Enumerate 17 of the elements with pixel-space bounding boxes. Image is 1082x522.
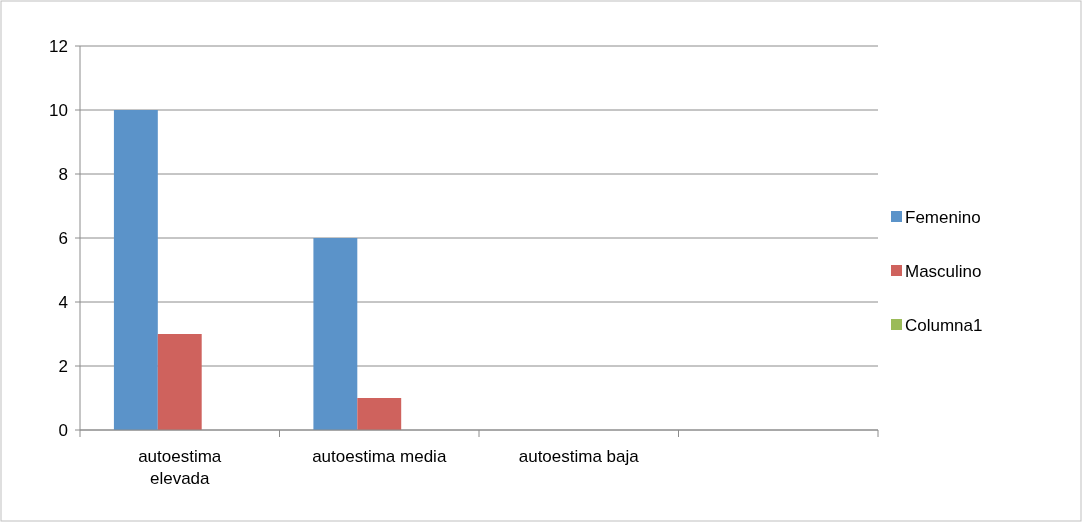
- y-tick-label: 8: [58, 164, 68, 184]
- y-tick-label: 4: [58, 292, 68, 312]
- bar: [357, 398, 402, 430]
- bar: [157, 334, 202, 430]
- y-tick-label: 6: [58, 228, 68, 248]
- x-tick-label: autoestima elevada: [138, 447, 222, 488]
- bar: [313, 238, 358, 430]
- y-tick-label: 10: [49, 100, 68, 120]
- legend-label: Femenino: [905, 207, 981, 227]
- bar: [113, 110, 158, 430]
- x-tick-label: autoestima baja: [518, 447, 640, 466]
- legend-label: Masculino: [905, 261, 982, 281]
- y-tick-label: 2: [58, 356, 68, 376]
- x-tick-label: autoestima media: [312, 447, 447, 466]
- legend-label: Columna1: [905, 315, 983, 335]
- y-tick-label: 12: [49, 36, 68, 56]
- y-tick-label: 0: [58, 420, 68, 440]
